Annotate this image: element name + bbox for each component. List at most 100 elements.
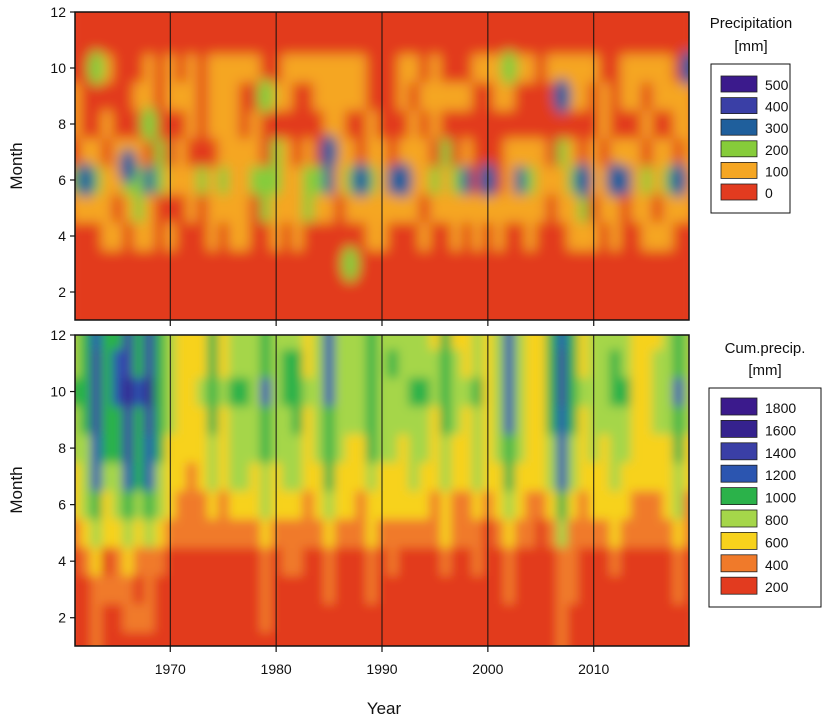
heatmap-cell — [80, 631, 92, 646]
heatmap-cell — [599, 222, 611, 251]
heatmap-cell — [302, 194, 314, 223]
heatmap-cell — [514, 349, 526, 378]
heatmap-cell — [217, 54, 229, 83]
heatmap-cell — [90, 603, 102, 633]
heatmap-cell — [196, 547, 208, 576]
precipitation-panel: 2 4 6 8 10 12 Month — [7, 4, 690, 326]
heatmap-cell — [207, 12, 219, 27]
heatmap-cell — [683, 110, 689, 139]
heatmap-cell — [75, 377, 81, 407]
heatmap-cell — [112, 490, 124, 520]
heatmap-cell — [503, 631, 515, 646]
heatmap-cell — [599, 278, 611, 307]
heatmap-cell — [207, 222, 219, 251]
heatmap-cell — [683, 222, 689, 251]
heatmap-cell — [641, 166, 653, 195]
heatmap-cell — [313, 194, 325, 223]
heatmap-cell — [260, 349, 272, 378]
heatmap-cell — [196, 12, 208, 27]
heatmap-cell — [122, 110, 134, 139]
heatmap-cell — [122, 82, 134, 111]
precipitation-legend-items: 500 400 300 200 100 0 — [720, 75, 789, 201]
heatmap-cell — [143, 603, 155, 633]
heatmap-cell — [366, 12, 378, 27]
heatmap-cell — [503, 575, 515, 605]
heatmap-cell — [239, 631, 251, 646]
heatmap-cell — [281, 335, 293, 350]
heatmap-cell — [366, 462, 378, 491]
heatmap-cell — [80, 26, 92, 55]
heatmap-cell — [80, 82, 92, 111]
heatmap-cell — [196, 349, 208, 378]
heatmap-cell — [281, 138, 293, 167]
heatmap-cell — [387, 462, 399, 491]
heatmap-cell — [535, 349, 547, 378]
heatmap-cell — [112, 405, 124, 435]
heatmap-cell — [535, 306, 547, 320]
heatmap-cell — [471, 222, 484, 251]
heatmap-cell — [133, 166, 145, 195]
heatmap-cell — [567, 82, 579, 111]
heatmap-cell — [344, 82, 357, 111]
heatmap-cell — [90, 110, 102, 139]
heatmap-cell — [641, 490, 653, 520]
heatmap-cell — [397, 335, 409, 350]
heatmap-cell — [450, 462, 462, 491]
legend-swatch — [720, 464, 758, 483]
heatmap-cell — [440, 575, 452, 605]
heatmap-cell — [567, 349, 579, 378]
heatmap-cell — [546, 110, 558, 139]
heatmap-cell — [493, 222, 505, 251]
heatmap-cell — [440, 138, 452, 167]
heatmap-cell — [186, 54, 198, 83]
heatmap-cell — [556, 349, 568, 378]
heatmap-cell — [397, 306, 409, 320]
legend-swatch — [720, 397, 758, 416]
heatmap-cell — [493, 405, 505, 435]
heatmap-cell — [651, 547, 664, 576]
heatmap-cell — [471, 349, 484, 378]
heatmap-cell — [75, 490, 81, 520]
heatmap-cell — [641, 462, 653, 491]
heatmap-cell — [90, 82, 102, 111]
heatmap-cell — [556, 335, 568, 350]
heatmap-cell — [556, 631, 568, 646]
heatmap-cell — [461, 462, 473, 491]
heatmap-cell — [112, 349, 124, 378]
heatmap-cell — [344, 166, 357, 195]
heatmap-cell — [440, 166, 452, 195]
heatmap-cell — [524, 490, 536, 520]
heatmap-cell — [461, 306, 473, 320]
heatmap-cell — [334, 490, 346, 520]
heatmap-cell — [450, 335, 462, 350]
heatmap-cell — [334, 138, 346, 167]
heatmap-cell — [313, 349, 325, 378]
heatmap-cell — [461, 518, 473, 548]
heatmap-cell — [249, 110, 261, 139]
heatmap-cell — [186, 222, 198, 251]
heatmap-cell — [387, 603, 399, 633]
legend-swatch — [720, 75, 758, 93]
heatmap-cell — [577, 405, 589, 435]
heatmap-cell — [662, 433, 674, 463]
heatmap-cell — [344, 54, 357, 83]
heatmap-cell — [471, 603, 484, 633]
heatmap-cell — [567, 335, 579, 350]
heatmap-cell — [175, 405, 187, 435]
heatmap-cell — [154, 349, 166, 378]
heatmap-cell — [249, 518, 261, 548]
heatmap-cell — [122, 306, 134, 320]
heatmap-cell — [281, 405, 293, 435]
heatmap-cell — [514, 490, 526, 520]
heatmap-cell — [292, 377, 304, 407]
heatmap-cell — [493, 194, 505, 223]
heatmap-cell — [112, 306, 124, 320]
heatmap-cell — [133, 194, 145, 223]
heatmap-cell — [366, 26, 378, 55]
heatmap-cell — [397, 138, 409, 167]
heatmap-cell — [292, 462, 304, 491]
heatmap-cell — [556, 490, 568, 520]
heatmap-cell — [175, 82, 187, 111]
heatmap-cell — [101, 405, 113, 435]
heatmap-cell — [302, 631, 314, 646]
